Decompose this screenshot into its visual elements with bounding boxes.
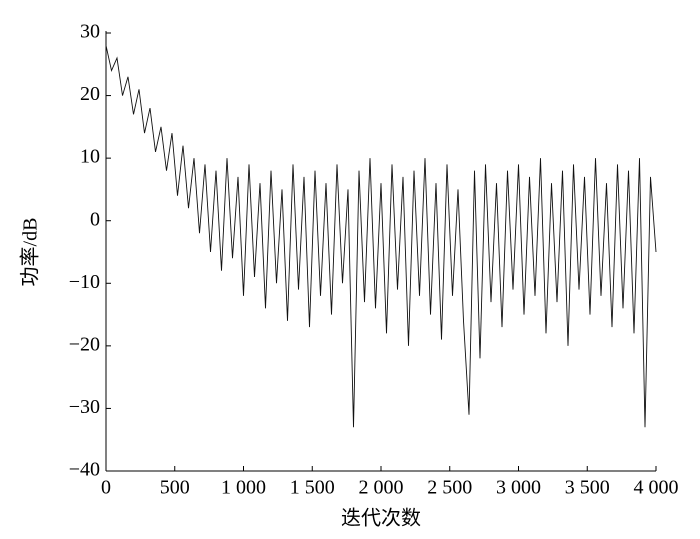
data-line <box>105 45 657 428</box>
y-tick-label: 20 <box>80 83 100 105</box>
y-tick-label: −40 <box>69 459 100 481</box>
x-tick-label: 2 500 <box>427 477 472 499</box>
y-tick-label: −10 <box>69 271 100 293</box>
y-axis-label: 功率/dB <box>19 218 42 287</box>
x-tick-label: 4 000 <box>634 477 679 499</box>
x-tick-label: 1 500 <box>290 477 335 499</box>
x-tick-label: 500 <box>160 477 190 499</box>
y-tick-label: −30 <box>69 396 100 418</box>
x-tick-label: 2 000 <box>359 477 404 499</box>
x-tick-label: 0 <box>101 477 111 499</box>
y-tick-label: −20 <box>69 333 100 355</box>
y-tick-label: 0 <box>90 208 100 230</box>
x-tick-label: 3 500 <box>565 477 610 499</box>
x-axis-label: 迭代次数 <box>341 507 421 530</box>
y-tick-label: 30 <box>80 21 100 43</box>
x-tick-label: 3 000 <box>496 477 541 499</box>
y-tick-label: 10 <box>80 146 100 168</box>
x-tick-label: 1 000 <box>221 477 266 499</box>
